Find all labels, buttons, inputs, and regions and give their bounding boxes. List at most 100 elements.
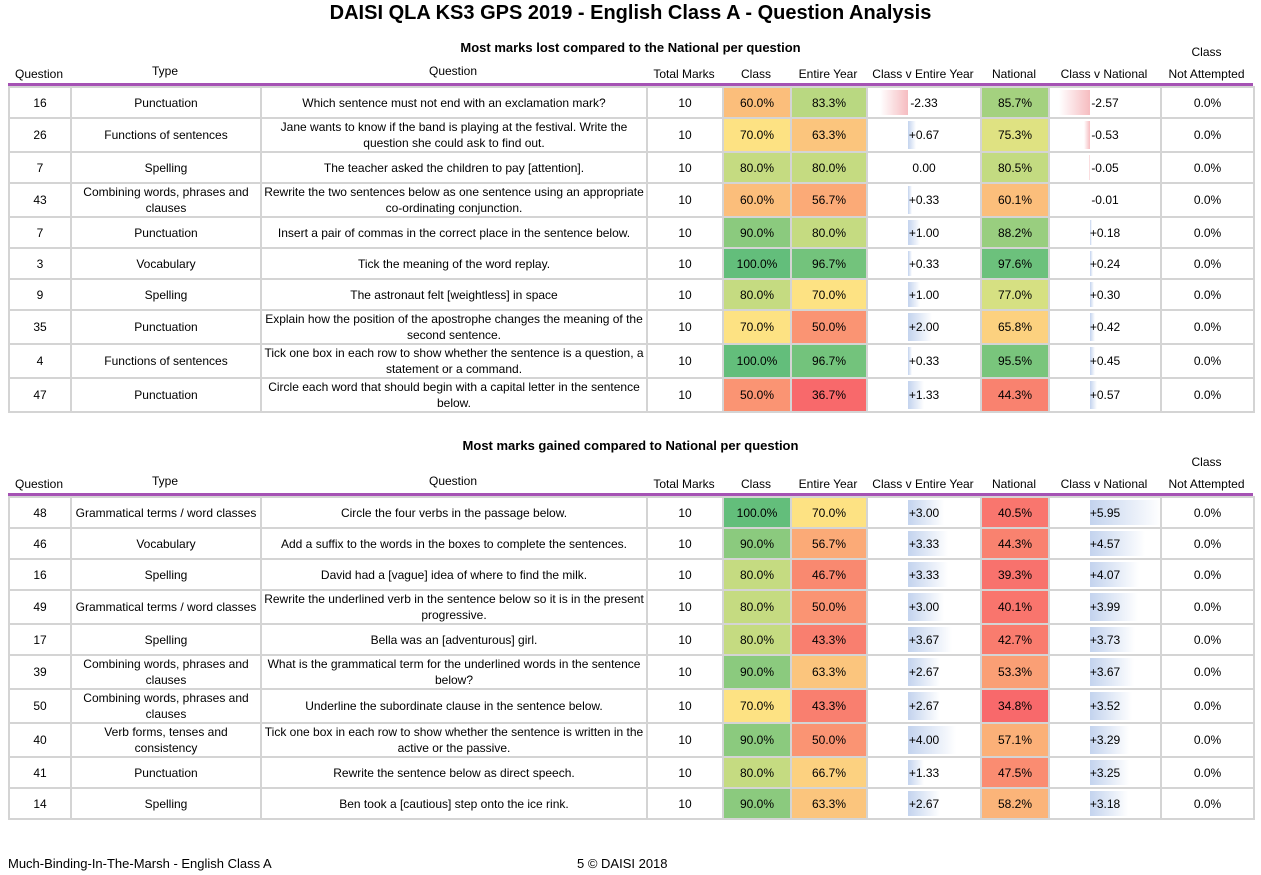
class-v-national-bar bbox=[1090, 251, 1093, 276]
class-v-national: +0.24 bbox=[1048, 247, 1162, 280]
header-question-text: Question bbox=[428, 64, 478, 78]
class-v-national-bar bbox=[1090, 347, 1096, 375]
header-question-text: Question bbox=[428, 474, 478, 488]
header-type: Type bbox=[151, 64, 178, 78]
header-total-marks: Total Marks bbox=[653, 67, 715, 81]
question-text: Tick the meaning of the word replay. bbox=[260, 247, 648, 280]
question-number: 3 bbox=[8, 247, 72, 280]
question-text: Ben took a [cautious] step onto the ice … bbox=[260, 787, 648, 820]
page-title: DAISI QLA KS3 GPS 2019 - English Class A… bbox=[329, 2, 932, 24]
national-score: 60.1% bbox=[980, 182, 1050, 218]
gained-marks-table: 48 Grammatical terms / word classes Circle… bbox=[8, 496, 1255, 820]
class-v-national: -0.53 bbox=[1048, 117, 1162, 153]
table-row: 7 Punctuation Insert a pair of commas in t… bbox=[8, 216, 1255, 249]
class-v-entire-year: -2.33 bbox=[866, 86, 982, 119]
header-not-attempted-line2: Not Attempted bbox=[1168, 477, 1245, 491]
national-score: 42.7% bbox=[980, 623, 1050, 656]
question-type: Spelling bbox=[70, 278, 262, 311]
question-type: Spelling bbox=[70, 623, 262, 656]
table-row: 9 Spelling The astronaut felt [weightless]… bbox=[8, 278, 1255, 311]
national-score: 34.8% bbox=[980, 688, 1050, 724]
class-v-national: +3.99 bbox=[1048, 589, 1162, 625]
class-v-national-bar bbox=[1083, 121, 1090, 149]
national-score: 80.5% bbox=[980, 151, 1050, 184]
question-type: Punctuation bbox=[70, 309, 262, 345]
table-row: 17 Spelling Bella was an [adventurous] gir… bbox=[8, 623, 1255, 656]
class-v-national: +3.52 bbox=[1048, 688, 1162, 724]
total-marks: 10 bbox=[646, 623, 724, 656]
total-marks: 10 bbox=[646, 654, 724, 690]
class-v-entire-year-value: -2.33 bbox=[910, 95, 938, 110]
total-marks: 10 bbox=[646, 151, 724, 184]
class-v-entire-year-bar bbox=[908, 593, 944, 621]
total-marks: 10 bbox=[646, 247, 724, 280]
total-marks: 10 bbox=[646, 756, 724, 789]
class-v-national: +0.45 bbox=[1048, 343, 1162, 379]
class-v-entire-year-bar bbox=[908, 282, 920, 307]
class-score: 90.0% bbox=[722, 787, 792, 820]
not-attempted: 0.0% bbox=[1160, 589, 1255, 625]
class-v-entire-year-value: +3.33 bbox=[908, 536, 940, 551]
class-v-national-bar bbox=[1090, 658, 1135, 686]
table-row: 49 Grammatical terms / word classes Rewrit… bbox=[8, 589, 1255, 625]
question-number: 35 bbox=[8, 309, 72, 345]
class-v-entire-year-bar bbox=[908, 760, 924, 785]
class-v-entire-year-bar bbox=[908, 726, 956, 754]
not-attempted: 0.0% bbox=[1160, 278, 1255, 311]
class-v-entire-year: +2.67 bbox=[866, 688, 982, 724]
question-type: Functions of sentences bbox=[70, 343, 262, 379]
class-v-entire-year: +3.33 bbox=[866, 558, 982, 591]
national-score: 57.1% bbox=[980, 722, 1050, 758]
total-marks: 10 bbox=[646, 688, 724, 724]
header-class: Class bbox=[740, 67, 771, 81]
class-v-national: +4.57 bbox=[1048, 527, 1162, 560]
class-v-entire-year-value: +0.33 bbox=[908, 354, 940, 368]
class-v-entire-year-value: +1.33 bbox=[908, 388, 940, 402]
entire-year-score: 50.0% bbox=[790, 722, 868, 758]
header-not-attempted-line2: Not Attempted bbox=[1168, 67, 1245, 81]
class-v-national: -2.57 bbox=[1048, 86, 1162, 119]
national-score: 88.2% bbox=[980, 216, 1050, 249]
class-v-entire-year-bar bbox=[908, 531, 948, 556]
entire-year-score: 63.3% bbox=[790, 787, 868, 820]
question-number: 17 bbox=[8, 623, 72, 656]
entire-year-score: 43.3% bbox=[790, 688, 868, 724]
question-number: 43 bbox=[8, 182, 72, 218]
national-score: 47.5% bbox=[980, 756, 1050, 789]
question-type: Vocabulary bbox=[70, 527, 262, 560]
class-v-entire-year-bar bbox=[908, 627, 953, 652]
not-attempted: 0.0% bbox=[1160, 117, 1255, 153]
class-v-entire-year: +3.33 bbox=[866, 527, 982, 560]
entire-year-score: 96.7% bbox=[790, 247, 868, 280]
class-v-national-bar bbox=[1090, 760, 1129, 785]
table-row: 35 Punctuation Explain how the position of… bbox=[8, 309, 1255, 345]
class-score: 80.0% bbox=[722, 151, 792, 184]
national-score: 65.8% bbox=[980, 309, 1050, 345]
not-attempted: 0.0% bbox=[1160, 247, 1255, 280]
class-v-entire-year: +2.00 bbox=[866, 309, 982, 345]
class-v-national: +3.18 bbox=[1048, 787, 1162, 820]
class-v-national-value: +3.18 bbox=[1089, 796, 1121, 811]
not-attempted: 0.0% bbox=[1160, 151, 1255, 184]
question-type: Spelling bbox=[70, 558, 262, 591]
class-v-national: +3.29 bbox=[1048, 722, 1162, 758]
question-number: 39 bbox=[8, 654, 72, 690]
class-v-national-value: +3.99 bbox=[1089, 600, 1121, 614]
class-score: 90.0% bbox=[722, 654, 792, 690]
class-v-entire-year-bar bbox=[908, 500, 944, 525]
entire-year-score: 56.7% bbox=[790, 182, 868, 218]
question-text: The teacher asked the children to pay [a… bbox=[260, 151, 648, 184]
class-score: 90.0% bbox=[722, 527, 792, 560]
table-row: 47 Punctuation Circle each word that shoul… bbox=[8, 377, 1255, 413]
question-text: Circle each word that should begin with … bbox=[260, 377, 648, 413]
question-number: 46 bbox=[8, 527, 72, 560]
question-text: Jane wants to know if the band is playin… bbox=[260, 117, 648, 153]
entire-year-score: 50.0% bbox=[790, 309, 868, 345]
class-v-entire-year: +3.67 bbox=[866, 623, 982, 656]
question-text: What is the grammatical term for the und… bbox=[260, 654, 648, 690]
entire-year-score: 56.7% bbox=[790, 527, 868, 560]
entire-year-score: 70.0% bbox=[790, 278, 868, 311]
table-row: 46 Vocabulary Add a suffix to the words in… bbox=[8, 527, 1255, 560]
question-number: 47 bbox=[8, 377, 72, 413]
total-marks: 10 bbox=[646, 343, 724, 379]
